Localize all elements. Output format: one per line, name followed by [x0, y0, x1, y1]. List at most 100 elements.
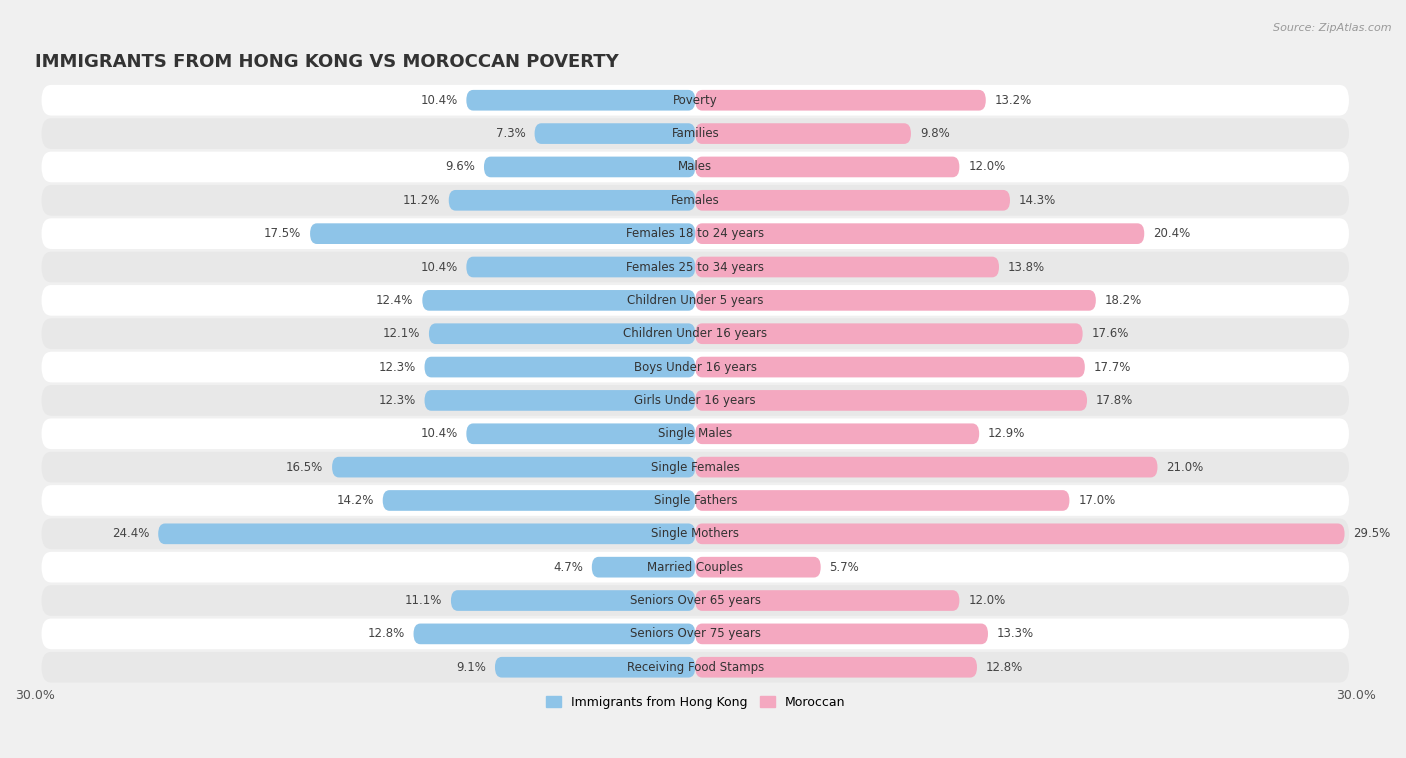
Text: Single Males: Single Males [658, 428, 733, 440]
Text: 11.1%: 11.1% [405, 594, 441, 607]
Text: 12.8%: 12.8% [986, 661, 1024, 674]
FancyBboxPatch shape [42, 452, 1348, 482]
FancyBboxPatch shape [425, 357, 695, 377]
Text: 9.1%: 9.1% [457, 661, 486, 674]
FancyBboxPatch shape [467, 424, 695, 444]
Text: Girls Under 16 years: Girls Under 16 years [634, 394, 756, 407]
FancyBboxPatch shape [592, 557, 695, 578]
FancyBboxPatch shape [695, 457, 1157, 478]
FancyBboxPatch shape [42, 218, 1348, 249]
Text: Poverty: Poverty [673, 94, 717, 107]
FancyBboxPatch shape [695, 157, 959, 177]
FancyBboxPatch shape [467, 90, 695, 111]
FancyBboxPatch shape [42, 619, 1348, 649]
FancyBboxPatch shape [695, 557, 821, 578]
FancyBboxPatch shape [42, 518, 1348, 549]
FancyBboxPatch shape [42, 118, 1348, 149]
FancyBboxPatch shape [695, 324, 1083, 344]
FancyBboxPatch shape [695, 490, 1070, 511]
Text: IMMIGRANTS FROM HONG KONG VS MOROCCAN POVERTY: IMMIGRANTS FROM HONG KONG VS MOROCCAN PO… [35, 53, 619, 71]
FancyBboxPatch shape [467, 257, 695, 277]
Text: Single Fathers: Single Fathers [654, 494, 737, 507]
Text: Children Under 5 years: Children Under 5 years [627, 294, 763, 307]
FancyBboxPatch shape [425, 390, 695, 411]
Text: Seniors Over 75 years: Seniors Over 75 years [630, 628, 761, 641]
Text: 12.0%: 12.0% [969, 161, 1005, 174]
FancyBboxPatch shape [695, 524, 1344, 544]
FancyBboxPatch shape [42, 385, 1348, 415]
FancyBboxPatch shape [42, 485, 1348, 515]
Text: 12.3%: 12.3% [378, 394, 416, 407]
Text: Females: Females [671, 194, 720, 207]
Text: 16.5%: 16.5% [285, 461, 323, 474]
Text: 13.3%: 13.3% [997, 628, 1033, 641]
Text: 12.3%: 12.3% [378, 361, 416, 374]
Text: 20.4%: 20.4% [1153, 227, 1191, 240]
Text: 10.4%: 10.4% [420, 94, 457, 107]
Text: 9.8%: 9.8% [920, 127, 949, 140]
Text: 29.5%: 29.5% [1354, 528, 1391, 540]
FancyBboxPatch shape [695, 357, 1085, 377]
FancyBboxPatch shape [42, 318, 1348, 349]
Text: 12.0%: 12.0% [969, 594, 1005, 607]
Text: 14.2%: 14.2% [336, 494, 374, 507]
Text: 14.3%: 14.3% [1019, 194, 1056, 207]
Text: Seniors Over 65 years: Seniors Over 65 years [630, 594, 761, 607]
FancyBboxPatch shape [695, 257, 1000, 277]
FancyBboxPatch shape [42, 252, 1348, 282]
FancyBboxPatch shape [42, 418, 1348, 449]
FancyBboxPatch shape [695, 424, 979, 444]
FancyBboxPatch shape [382, 490, 695, 511]
FancyBboxPatch shape [695, 190, 1010, 211]
Text: 13.2%: 13.2% [994, 94, 1032, 107]
Text: Boys Under 16 years: Boys Under 16 years [634, 361, 756, 374]
Text: Source: ZipAtlas.com: Source: ZipAtlas.com [1274, 23, 1392, 33]
FancyBboxPatch shape [42, 152, 1348, 182]
FancyBboxPatch shape [42, 585, 1348, 615]
Text: 17.5%: 17.5% [264, 227, 301, 240]
Text: Married Couples: Married Couples [647, 561, 744, 574]
Text: 17.0%: 17.0% [1078, 494, 1115, 507]
Text: 5.7%: 5.7% [830, 561, 859, 574]
Text: 12.8%: 12.8% [367, 628, 405, 641]
FancyBboxPatch shape [42, 652, 1348, 682]
Text: Males: Males [678, 161, 713, 174]
Text: Families: Families [672, 127, 718, 140]
Text: 12.4%: 12.4% [377, 294, 413, 307]
Text: 11.2%: 11.2% [402, 194, 440, 207]
FancyBboxPatch shape [449, 190, 695, 211]
FancyBboxPatch shape [695, 624, 988, 644]
FancyBboxPatch shape [695, 657, 977, 678]
Text: 21.0%: 21.0% [1166, 461, 1204, 474]
FancyBboxPatch shape [695, 224, 1144, 244]
FancyBboxPatch shape [695, 124, 911, 144]
Text: 18.2%: 18.2% [1105, 294, 1142, 307]
Text: 10.4%: 10.4% [420, 261, 457, 274]
Text: 4.7%: 4.7% [553, 561, 583, 574]
FancyBboxPatch shape [429, 324, 695, 344]
FancyBboxPatch shape [695, 290, 1095, 311]
Text: 12.1%: 12.1% [382, 327, 420, 340]
Text: 17.7%: 17.7% [1094, 361, 1130, 374]
Text: 12.9%: 12.9% [988, 428, 1025, 440]
Legend: Immigrants from Hong Kong, Moroccan: Immigrants from Hong Kong, Moroccan [540, 691, 851, 714]
FancyBboxPatch shape [311, 224, 695, 244]
Text: Females 25 to 34 years: Females 25 to 34 years [626, 261, 765, 274]
Text: 24.4%: 24.4% [112, 528, 149, 540]
FancyBboxPatch shape [695, 90, 986, 111]
FancyBboxPatch shape [42, 285, 1348, 315]
FancyBboxPatch shape [159, 524, 695, 544]
Text: 17.8%: 17.8% [1095, 394, 1133, 407]
FancyBboxPatch shape [42, 552, 1348, 582]
FancyBboxPatch shape [42, 85, 1348, 115]
FancyBboxPatch shape [695, 590, 959, 611]
Text: 9.6%: 9.6% [446, 161, 475, 174]
Text: Single Females: Single Females [651, 461, 740, 474]
FancyBboxPatch shape [451, 590, 695, 611]
FancyBboxPatch shape [695, 390, 1087, 411]
Text: Receiving Food Stamps: Receiving Food Stamps [627, 661, 763, 674]
Text: Females 18 to 24 years: Females 18 to 24 years [626, 227, 765, 240]
FancyBboxPatch shape [534, 124, 695, 144]
FancyBboxPatch shape [42, 185, 1348, 215]
FancyBboxPatch shape [495, 657, 695, 678]
